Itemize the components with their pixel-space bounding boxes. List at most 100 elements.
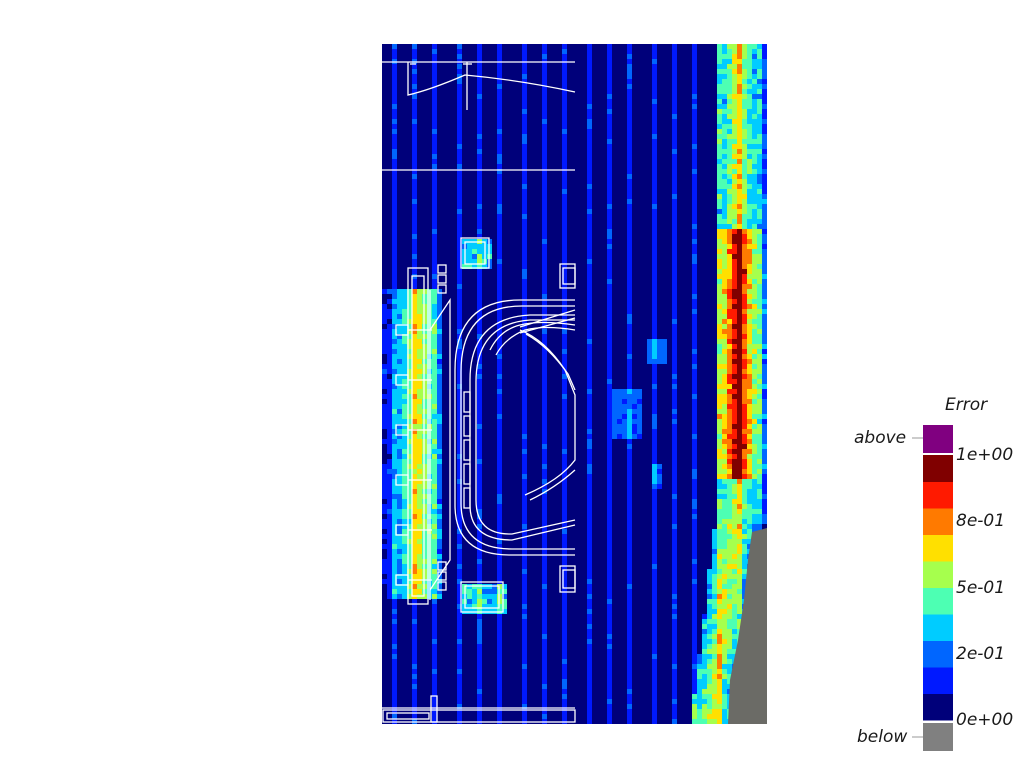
map-cell	[587, 164, 592, 169]
map-cell	[747, 139, 752, 144]
map-cell	[412, 514, 417, 519]
map-cell	[652, 339, 657, 344]
map-cell	[607, 689, 612, 694]
map-cell	[727, 284, 732, 289]
map-cell	[627, 414, 632, 419]
map-cell	[752, 264, 757, 269]
map-cell	[707, 694, 712, 699]
map-cell	[727, 574, 732, 579]
map-cell	[562, 704, 567, 709]
map-cell	[522, 684, 527, 689]
map-cell	[712, 709, 717, 714]
map-cell	[762, 389, 767, 394]
map-cell	[477, 439, 482, 444]
map-cell	[652, 69, 657, 74]
map-cell	[457, 254, 462, 259]
colorbar-below-label: below	[857, 727, 908, 747]
map-cell	[412, 689, 417, 694]
map-cell	[762, 384, 767, 389]
map-cell	[587, 239, 592, 244]
map-cell	[727, 409, 732, 414]
map-cell	[657, 349, 662, 354]
map-cell	[747, 464, 752, 469]
map-cell	[692, 169, 697, 174]
map-cell	[562, 429, 567, 434]
map-cell	[717, 654, 722, 659]
map-cell	[632, 389, 637, 394]
map-cell	[757, 409, 762, 414]
map-cell	[732, 544, 737, 549]
map-cell	[727, 224, 732, 229]
map-cell	[757, 434, 762, 439]
map-cell	[722, 569, 727, 574]
map-cell	[562, 279, 567, 284]
map-cell	[402, 454, 407, 459]
map-cell	[522, 704, 527, 709]
map-cell	[717, 94, 722, 99]
map-cell	[707, 609, 712, 614]
map-cell	[707, 704, 712, 709]
map-cell	[477, 164, 482, 169]
map-cell	[432, 549, 437, 554]
map-cell	[477, 604, 482, 609]
map-cell	[732, 464, 737, 469]
map-cell	[497, 634, 502, 639]
map-cell	[562, 344, 567, 349]
map-cell	[412, 119, 417, 124]
map-cell	[752, 174, 757, 179]
outline-rect	[463, 487, 471, 509]
map-cell	[742, 559, 747, 564]
map-cell	[542, 89, 547, 94]
map-cell	[722, 679, 727, 684]
map-cell	[522, 479, 527, 484]
map-cell	[392, 269, 397, 274]
map-cell	[757, 324, 762, 329]
map-cell	[587, 289, 592, 294]
map-cell	[412, 404, 417, 409]
map-cell	[432, 624, 437, 629]
map-cell	[587, 259, 592, 264]
map-cell	[477, 574, 482, 579]
map-cell	[747, 339, 752, 344]
map-cell	[757, 484, 762, 489]
outline-path	[495, 326, 576, 356]
map-cell	[587, 689, 592, 694]
map-cell	[542, 529, 547, 534]
map-cell	[607, 329, 612, 334]
map-cell	[722, 444, 727, 449]
map-cell	[742, 364, 747, 369]
map-cell	[657, 479, 662, 484]
map-cell	[522, 84, 527, 89]
map-cell	[672, 429, 677, 434]
map-cell	[477, 279, 482, 284]
map-cell	[747, 164, 752, 169]
map-cell	[652, 264, 657, 269]
map-cell	[412, 669, 417, 674]
map-cell	[757, 59, 762, 64]
map-cell	[627, 479, 632, 484]
map-cell	[607, 164, 612, 169]
map-cell	[542, 409, 547, 414]
map-cell	[627, 389, 632, 394]
map-cell	[672, 224, 677, 229]
map-cell	[502, 594, 507, 599]
map-cell	[692, 324, 697, 329]
map-cell	[627, 74, 632, 79]
map-cell	[747, 239, 752, 244]
map-cell	[477, 484, 482, 489]
map-cell	[607, 289, 612, 294]
map-cell	[587, 359, 592, 364]
map-cell	[672, 669, 677, 674]
map-cell	[542, 114, 547, 119]
map-cell	[712, 704, 717, 709]
map-cell	[717, 59, 722, 64]
map-cell	[382, 319, 387, 324]
map-cell	[562, 179, 567, 184]
map-cell	[392, 464, 397, 469]
map-cell	[717, 69, 722, 74]
map-cell	[562, 239, 567, 244]
map-cell	[522, 414, 527, 419]
map-cell	[497, 209, 502, 214]
map-cell	[412, 429, 417, 434]
map-cell	[742, 499, 747, 504]
